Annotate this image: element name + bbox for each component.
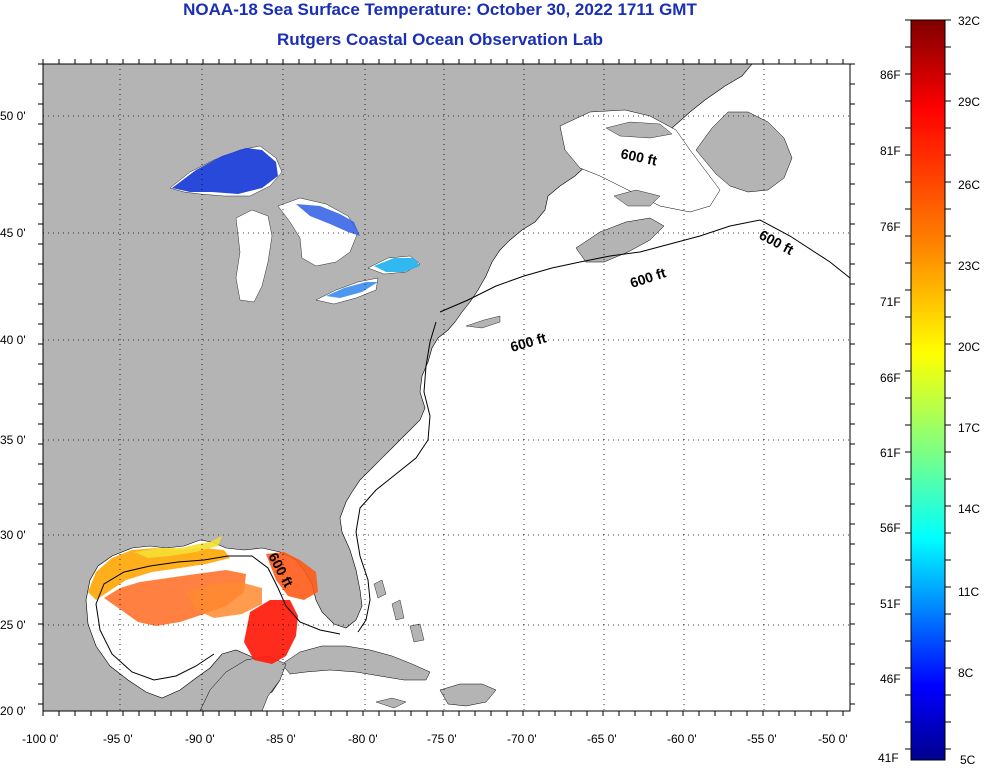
lon-label: -80 0'	[348, 732, 378, 746]
colorbar-ticks	[905, 19, 951, 750]
lon-label: -100 0'	[22, 732, 58, 746]
land-hispaniola	[439, 683, 497, 707]
colorbar-fahrenheit-label: 86F	[880, 68, 901, 82]
colorbar-celsius-label: 32C	[958, 14, 980, 28]
land-north-america	[43, 64, 753, 711]
sst-lake-superior	[172, 148, 278, 194]
gulf-st-lawrence	[559, 109, 721, 213]
map-frame	[42, 63, 851, 712]
sst-lake-erie	[326, 282, 378, 298]
colorbar-fahrenheit-label: 66F	[880, 371, 901, 385]
lat-label: 40 0'	[0, 333, 26, 347]
lon-label: -95 0'	[103, 732, 133, 746]
land-jamaica	[375, 697, 407, 709]
lat-label: 45 0'	[0, 226, 26, 240]
colorbar-fahrenheit-label: 76F	[880, 220, 901, 234]
colorbar-fahrenheit-label: 71F	[880, 295, 901, 309]
colorbar-celsius-label: 23C	[958, 259, 980, 273]
lon-label: -70 0'	[507, 732, 537, 746]
lon-label: -55 0'	[747, 732, 777, 746]
sst-lake-huron	[296, 204, 360, 236]
colorbar-fahrenheit-label: 46F	[880, 672, 901, 686]
lat-label: 50 0'	[0, 109, 26, 123]
colorbar-celsius-label: 26C	[958, 178, 980, 192]
lat-label: 20 0'	[0, 704, 26, 718]
contour-label: 600 ft	[619, 145, 658, 168]
lon-label: -85 0'	[266, 732, 296, 746]
sst-loop-current	[244, 600, 298, 664]
lon-label: -60 0'	[667, 732, 697, 746]
colorbar-fahrenheit-label: 41F	[878, 751, 899, 765]
sst-west-gulf	[104, 570, 246, 626]
lon-label: -50 0'	[818, 732, 848, 746]
frame-ticks	[38, 59, 855, 716]
map-title: NOAA-18 Sea Surface Temperature: October…	[183, 0, 697, 19]
colorbar-fahrenheit-label: 81F	[880, 144, 901, 158]
sst-east-gulf	[266, 552, 318, 600]
lon-label: -65 0'	[587, 732, 617, 746]
colorbar-fahrenheit-label: 61F	[880, 446, 901, 460]
colorbar-celsius-label: 14C	[958, 502, 980, 516]
colorbar-celsius-label: 17C	[958, 421, 980, 435]
lat-label: 25 0'	[0, 618, 26, 632]
map-subtitle: Rutgers Coastal Ocean Observation Lab	[277, 30, 603, 49]
sst-central-gulf	[186, 582, 262, 618]
land-pei	[613, 189, 661, 207]
colorbar-celsius-label: 20C	[958, 340, 980, 354]
colorbar-celsius-label: 5C	[960, 753, 976, 767]
colorbar	[910, 19, 946, 761]
colorbar-fahrenheit-label: 56F	[880, 521, 901, 535]
contour-600ft	[95, 219, 851, 681]
lat-label: 30 0'	[0, 528, 26, 542]
colorbar-fahrenheit-label: 51F	[880, 597, 901, 611]
colorbar-celsius-label: 8C	[958, 666, 974, 680]
land-cuba	[281, 645, 431, 681]
land-bahamas	[373, 579, 425, 643]
lat-label: 35 0'	[0, 433, 26, 447]
lon-label: -90 0'	[185, 732, 215, 746]
land-newfoundland	[695, 111, 793, 193]
land-nova-scotia	[575, 217, 665, 263]
colorbar-celsius-label: 29C	[958, 95, 980, 109]
sst-lake-ontario	[374, 258, 420, 272]
land-long-island	[465, 315, 501, 329]
sst-gulf-coast-yellow	[134, 536, 222, 558]
lon-label: -75 0'	[427, 732, 457, 746]
land-anticosti	[605, 121, 673, 139]
colorbar-celsius-label: 11C	[958, 585, 979, 599]
